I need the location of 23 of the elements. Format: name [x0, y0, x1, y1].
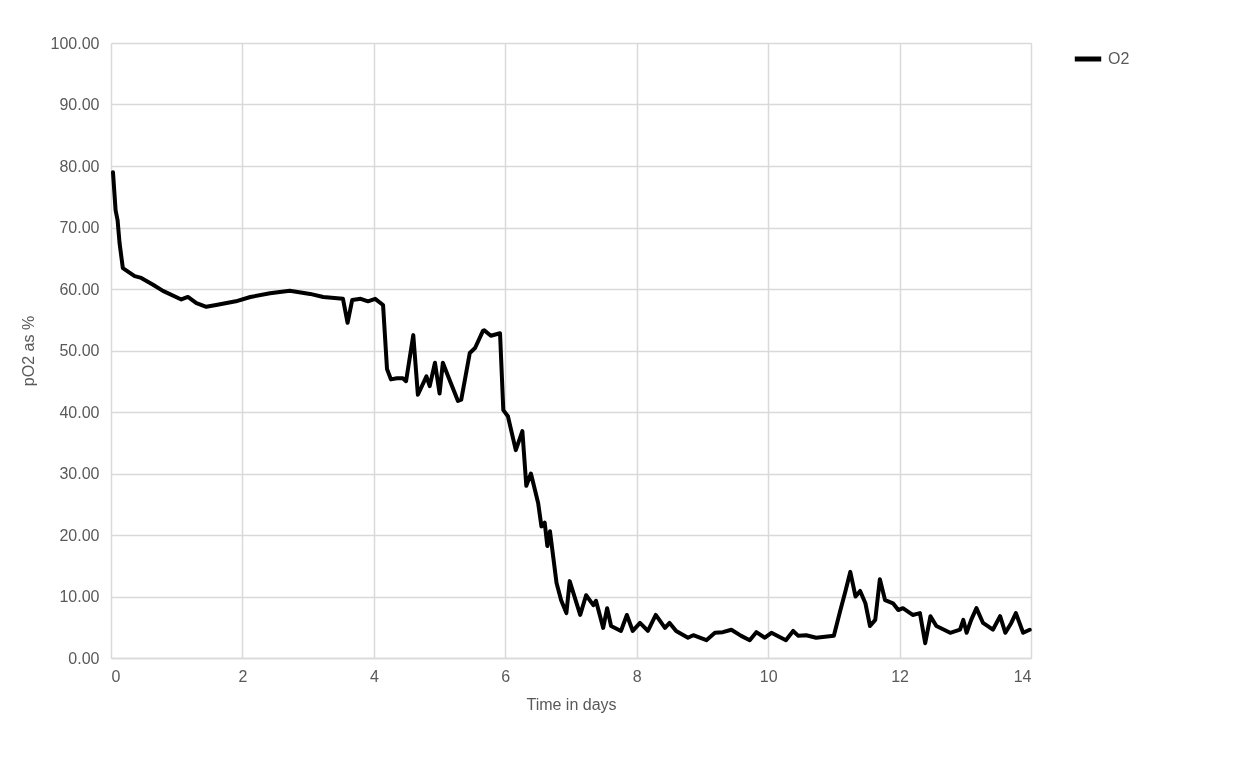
x-tick-label: 2	[238, 667, 248, 685]
y-tick-label: 90.00	[59, 96, 100, 113]
x-tick-label: 6	[501, 667, 511, 685]
x-tick-label: 8	[632, 667, 642, 685]
x-tick-label: 10	[759, 667, 778, 685]
y-tick-label: 50.00	[59, 342, 100, 359]
y-tick-label: 30.00	[59, 465, 100, 482]
x-tick-label: 14	[1013, 667, 1032, 685]
y-tick-label: 10.00	[59, 588, 100, 605]
y-tick-label: 20.00	[59, 526, 100, 544]
legend-label: O2	[1108, 50, 1130, 67]
y-tick-label: 100.00	[50, 34, 100, 52]
y-axis-title: pO2 as %	[19, 315, 37, 387]
y-tick-label: 60.00	[59, 280, 100, 298]
x-tick-label: 0	[111, 667, 121, 685]
x-tick-label: 4	[369, 667, 379, 685]
line-series	[110, 170, 1032, 646]
y-tick-label: 70.00	[59, 219, 100, 236]
x-tick-label: 12	[891, 667, 910, 685]
y-tick-label: 40.00	[59, 403, 100, 421]
y-tick-label: 80.00	[59, 157, 100, 175]
y-tick-label: 0.00	[68, 649, 100, 667]
x-axis-title: Time in days	[526, 695, 617, 713]
